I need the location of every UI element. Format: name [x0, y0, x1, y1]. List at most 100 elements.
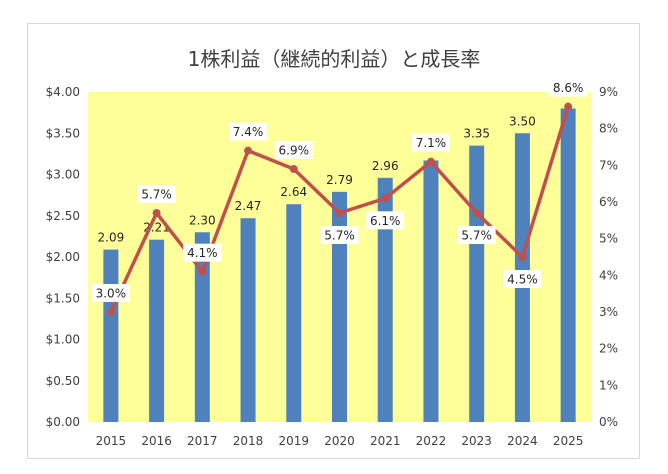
growth-point-2021 [381, 194, 390, 203]
growth-label-2016: 5.7% [137, 185, 176, 203]
growth-label-2021: 6.1% [366, 211, 405, 230]
left-tick-label: $1.50 [46, 291, 80, 305]
growth-label-2022: 7.1% [411, 133, 450, 152]
x-tick-label-2019: 2019 [278, 434, 309, 448]
growth-label-box [457, 226, 496, 244]
pct-labels-group: 3.0% 5.7% 4.1% 7.4% 6.9% 5.7% 6.1% 7.1% 5.7% 4.5%… [91, 78, 588, 302]
x-tick-label-2024: 2024 [507, 434, 538, 448]
growth-label-2023: 5.7% [457, 226, 496, 244]
growth-label-2020: 5.7% [320, 226, 359, 244]
left-tick-label: $4.00 [46, 85, 80, 99]
x-tick-label-2017: 2017 [187, 434, 218, 448]
growth-label-box [91, 284, 130, 302]
growth-point-2023 [472, 209, 481, 217]
x-tick-label-2025: 2025 [553, 434, 584, 448]
growth-point-2020 [335, 209, 344, 217]
growth-point-2016 [152, 209, 161, 217]
chart-title: 1株利益（継続的利益）と成長率 [188, 47, 481, 71]
left-tick-label: $3.00 [46, 168, 80, 182]
right-tick-label: 0% [599, 415, 618, 429]
bar-2016 [149, 239, 165, 422]
x-axis-ticks: 2015 2016 2017 2018 2019 2020 2021 2022 2023 2024… [96, 434, 584, 448]
left-axis-ticks: $0.00 $0.50 $1.00 $1.50 $2.00 $2.50 $3.00 $3.50… [46, 85, 80, 429]
right-tick-label: 8% [599, 122, 618, 136]
growth-point-2024 [518, 253, 527, 261]
x-tick-label-2015: 2015 [96, 434, 127, 448]
growth-label-2025: 8.6% [549, 78, 588, 97]
right-tick-label: 6% [599, 195, 618, 209]
growth-label-text: 5.7% [324, 229, 355, 243]
right-tick-label: 4% [599, 268, 618, 282]
bar-labels-group: 2.092.212.302.472.642.792.963.353.50 [98, 114, 536, 244]
growth-label-2024: 4.5% [503, 270, 542, 288]
growth-point-2017 [198, 267, 207, 276]
right-tick-label: 2% [599, 342, 618, 356]
growth-label-text: 8.6% [553, 81, 584, 95]
bar-value-label-2021: 2.96 [372, 159, 399, 173]
right-tick-label: 9% [599, 85, 618, 99]
growth-point-2019 [289, 165, 298, 173]
growth-label-box [549, 78, 588, 97]
x-tick-label-2022: 2022 [416, 434, 447, 448]
bar-2019 [286, 204, 302, 422]
bar-value-label-2017: 2.30 [189, 213, 216, 227]
right-axis-ticks: 0% 1% 2% 3% 4% 5% 6% 7% 8% 9% [599, 85, 618, 429]
bar-value-label-2015: 2.09 [98, 231, 125, 245]
x-tick-label-2021: 2021 [370, 434, 401, 448]
right-tick-label: 5% [599, 232, 618, 246]
left-tick-label: $0.00 [46, 415, 80, 429]
growth-label-box [366, 211, 405, 230]
right-tick-label: 7% [599, 158, 618, 172]
x-tick-label-2020: 2020 [324, 434, 355, 448]
left-tick-label: $0.50 [46, 374, 80, 388]
bar-value-label-2024: 3.50 [509, 114, 536, 128]
growth-label-box [320, 226, 359, 244]
growth-label-box [503, 270, 542, 288]
growth-label-2019: 6.9% [274, 141, 313, 159]
bar-2018 [240, 218, 256, 422]
growth-label-2017: 4.1% [183, 243, 222, 262]
growth-point-2022 [426, 157, 435, 166]
growth-label-text: 4.5% [507, 273, 538, 287]
growth-label-box [137, 185, 176, 203]
bar-value-label-2020: 2.79 [326, 173, 353, 187]
left-tick-label: $3.50 [46, 126, 80, 140]
bar-2015 [103, 249, 119, 422]
growth-label-text: 3.0% [96, 287, 127, 301]
growth-label-text: 5.7% [141, 188, 172, 202]
bar-2023 [469, 145, 485, 422]
left-tick-label: $2.50 [46, 209, 80, 223]
growth-point-2025 [564, 102, 573, 111]
growth-label-2018: 7.4% [229, 122, 268, 141]
bar-2020 [332, 191, 347, 422]
growth-label-box [183, 243, 222, 262]
growth-label-text: 5.7% [461, 229, 492, 243]
right-tick-label: 3% [599, 305, 618, 319]
growth-label-text: 7.1% [416, 136, 447, 150]
x-tick-label-2016: 2016 [141, 434, 172, 448]
bar-2025 [560, 108, 576, 422]
bar-value-label-2018: 2.47 [235, 199, 262, 213]
growth-label-box [274, 141, 313, 159]
bars-group [103, 108, 576, 422]
bar-2022 [423, 160, 439, 422]
x-tick-label-2023: 2023 [461, 434, 492, 448]
bar-value-label-2019: 2.64 [280, 185, 307, 199]
growth-label-box [229, 122, 268, 141]
left-tick-label: $2.00 [46, 250, 80, 264]
left-tick-label: $1.00 [46, 333, 80, 347]
growth-label-text: 4.1% [187, 246, 218, 260]
right-tick-label: 1% [599, 378, 618, 392]
growth-label-box [411, 133, 450, 152]
growth-point-2018 [244, 146, 253, 155]
growth-label-text: 7.4% [233, 125, 264, 139]
growth-point-2015 [106, 308, 115, 316]
growth-label-text: 6.1% [370, 214, 401, 228]
bar-2021 [377, 177, 393, 422]
chart: 1株利益（継続的利益）と成長率 2.092.212.302.472.642.79… [46, 47, 618, 448]
bar-value-label-2023: 3.35 [463, 127, 490, 141]
bar-2017 [194, 232, 210, 422]
growth-label-2015: 3.0% [91, 284, 130, 302]
x-tick-label-2018: 2018 [233, 434, 264, 448]
chart-frame: 1株利益（継続的利益）と成長率 2.09 2.21 2.30 2.47 2.64 2.79… [27, 23, 640, 459]
